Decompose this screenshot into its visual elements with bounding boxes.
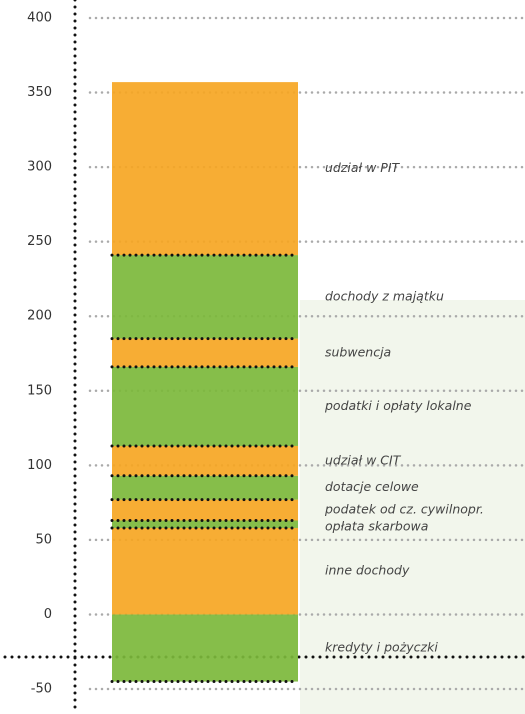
- segment-label: udział w PIT: [325, 160, 401, 175]
- bar-segment: [112, 338, 298, 367]
- bar-segment: [112, 499, 298, 521]
- segment-label: subwencja: [325, 344, 391, 359]
- segment-label: dochody z majątku: [325, 288, 444, 303]
- y-tick-label: 150: [27, 383, 52, 398]
- bar-segment: [112, 445, 298, 476]
- y-tick-label: 350: [27, 85, 52, 100]
- y-tick-label: 200: [27, 309, 52, 324]
- segment-label: inne dochody: [325, 563, 410, 578]
- y-tick-label: 50: [35, 532, 52, 547]
- y-tick-label: 100: [27, 458, 52, 473]
- segment-label: podatki i opłaty lokalne: [324, 398, 472, 413]
- segment-label: dotacje celowe: [325, 479, 419, 494]
- y-tick-label: 300: [27, 160, 52, 175]
- bar-segment: [112, 255, 298, 339]
- bar-segment: [112, 366, 298, 446]
- segment-label: udział w CIT: [325, 452, 402, 467]
- segment-label: kredyty i pożyczki: [325, 639, 438, 654]
- bar-segment: [112, 527, 298, 615]
- background-photo: [300, 300, 525, 714]
- y-tick-label: 0: [44, 607, 52, 622]
- y-tick-label: -50: [31, 682, 52, 697]
- y-tick-label: 400: [27, 11, 52, 26]
- segment-label: opłata skarbowa: [325, 519, 428, 534]
- bar-segment: [112, 475, 298, 500]
- y-tick-label: 250: [27, 234, 52, 249]
- bar-segment: [112, 520, 298, 528]
- segment-label: podatek od cz. cywilnopr.: [324, 502, 484, 517]
- bar-segment: [112, 82, 298, 256]
- bar-segment: [112, 614, 298, 682]
